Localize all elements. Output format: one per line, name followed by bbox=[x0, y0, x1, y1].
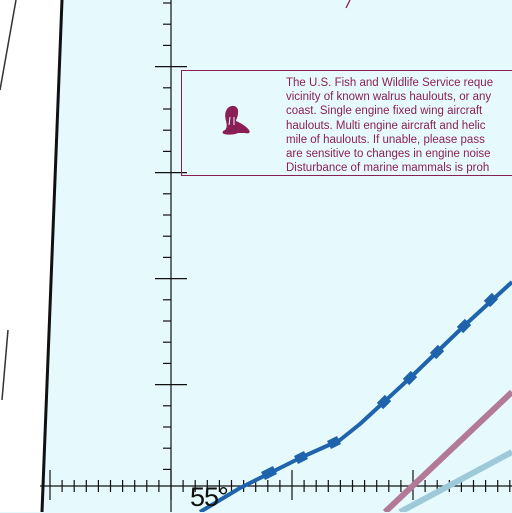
chart-border-line bbox=[40, 0, 64, 512]
notice-line: The U.S. Fish and Wildlife Service reque bbox=[286, 77, 494, 89]
land-area bbox=[0, 0, 62, 512]
horizontal-scale bbox=[40, 470, 512, 500]
route-line bbox=[198, 280, 512, 512]
notice-line: are sensitive to changes in engine noise bbox=[286, 148, 491, 161]
notice-line: coast. Single engine fixed wing aircraft bbox=[286, 105, 483, 118]
walrus-haulout-notice: The U.S. Fish and Wildlife Service reque… bbox=[181, 70, 512, 176]
notice-line: Disturbance of marine mammals is proh bbox=[286, 162, 490, 175]
notice-line: haulouts. Multi engine aircraft and heli… bbox=[286, 119, 486, 132]
pink-boundary-line bbox=[382, 389, 512, 512]
latitude-label: 55° bbox=[190, 482, 229, 512]
blue-boundary-line bbox=[398, 449, 512, 512]
notice-line: mile of haulouts. If unable, please pass bbox=[286, 133, 485, 146]
coastline-edge-lower bbox=[1, 329, 9, 401]
notice-line: vicinity of known walrus haulouts, or an… bbox=[286, 91, 492, 104]
notice-text: The U.S. Fish and Wildlife Service reque… bbox=[286, 76, 512, 175]
coastline-edge bbox=[0, 0, 17, 91]
walrus-icon bbox=[222, 105, 250, 135]
route-markers bbox=[260, 292, 499, 481]
vertical-scale bbox=[155, 0, 187, 512]
top-marker bbox=[345, 0, 351, 9]
